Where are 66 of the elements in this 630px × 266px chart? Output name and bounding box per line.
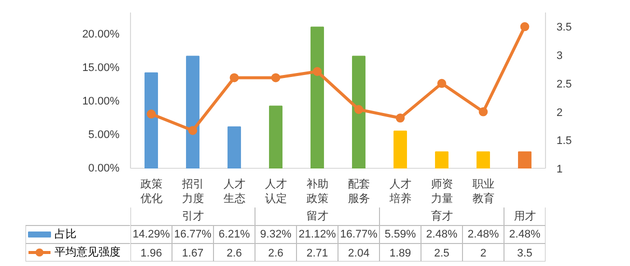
text: 引才 (182, 210, 204, 222)
y-tick-label: 0.00% (88, 162, 120, 174)
data-label: 16.77% (174, 228, 212, 240)
x-tick-label: 人才生态 (223, 178, 246, 205)
y-tick-label: 5.00% (88, 129, 120, 142)
bar (310, 26, 324, 168)
y2-tick-label: 3.5 (556, 22, 572, 34)
data-label: 14.29% (132, 228, 170, 240)
data-label: 5.59% (384, 228, 416, 240)
data-label: 21.12% (298, 228, 336, 240)
legend-label: 占比 (54, 228, 76, 240)
bar (186, 56, 200, 168)
point (230, 73, 239, 82)
data-label: 2.71 (306, 248, 328, 260)
data-label: 2.5 (434, 248, 450, 260)
data-label: 1.96 (140, 248, 162, 260)
point (437, 78, 446, 88)
x-tick-label: 补助政策 (306, 178, 328, 205)
x-tick-label: 政策优化 (140, 178, 162, 205)
bar (394, 130, 407, 168)
y-tick-label: 10.00% (82, 96, 120, 108)
y2-tick-label: 2 (556, 106, 563, 119)
point (188, 126, 198, 135)
point (520, 22, 530, 32)
data-label: 1.67 (182, 248, 204, 260)
y2-tick-label: 1 (556, 164, 563, 176)
data-label: 16.77% (340, 228, 378, 240)
text: 用才 (514, 210, 536, 222)
point (312, 67, 322, 76)
y2-tick-label: 1.5 (556, 135, 572, 148)
point (354, 105, 364, 114)
data-label: 6.21% (218, 228, 250, 240)
point (146, 110, 156, 119)
bar (476, 151, 490, 168)
text: 育才 (430, 210, 453, 222)
bar (352, 56, 366, 168)
data-label: 2.04 (348, 248, 370, 260)
point (478, 107, 488, 116)
point (396, 114, 405, 123)
data-label: 2.6 (268, 248, 284, 260)
y2-tick-label: 2.5 (556, 78, 572, 90)
bar (269, 106, 282, 168)
data-label: 2 (480, 248, 486, 260)
data-label: 2.48% (468, 228, 500, 240)
x-tick-label: 职业教育 (472, 178, 494, 205)
x-tick-label: 招引力度 (180, 178, 204, 205)
y2-tick-label: 3 (556, 50, 563, 62)
data-label: 3.5 (517, 248, 532, 260)
data-label: 2.48% (426, 228, 458, 240)
data-label: 2.48% (509, 228, 541, 240)
y-tick-label: 15.00% (82, 62, 120, 74)
bar (144, 72, 158, 168)
bar (435, 151, 448, 168)
x-tick-label: 配套服务 (348, 178, 370, 205)
data-label: 2.6 (226, 248, 242, 260)
legend-label: 平均意见强度 (54, 246, 120, 258)
x-tick-label: 人才认定 (264, 178, 287, 205)
data-label: 1.89 (390, 248, 411, 260)
x-tick-label: 师资力量 (430, 178, 453, 205)
bar (518, 151, 532, 168)
bar (228, 126, 241, 168)
data-label: 9.32% (260, 228, 292, 240)
text: 留才 (306, 210, 328, 222)
point (271, 73, 280, 82)
y-tick-label: 20.00% (82, 28, 120, 41)
x-tick-label: 人才培养 (388, 178, 412, 205)
